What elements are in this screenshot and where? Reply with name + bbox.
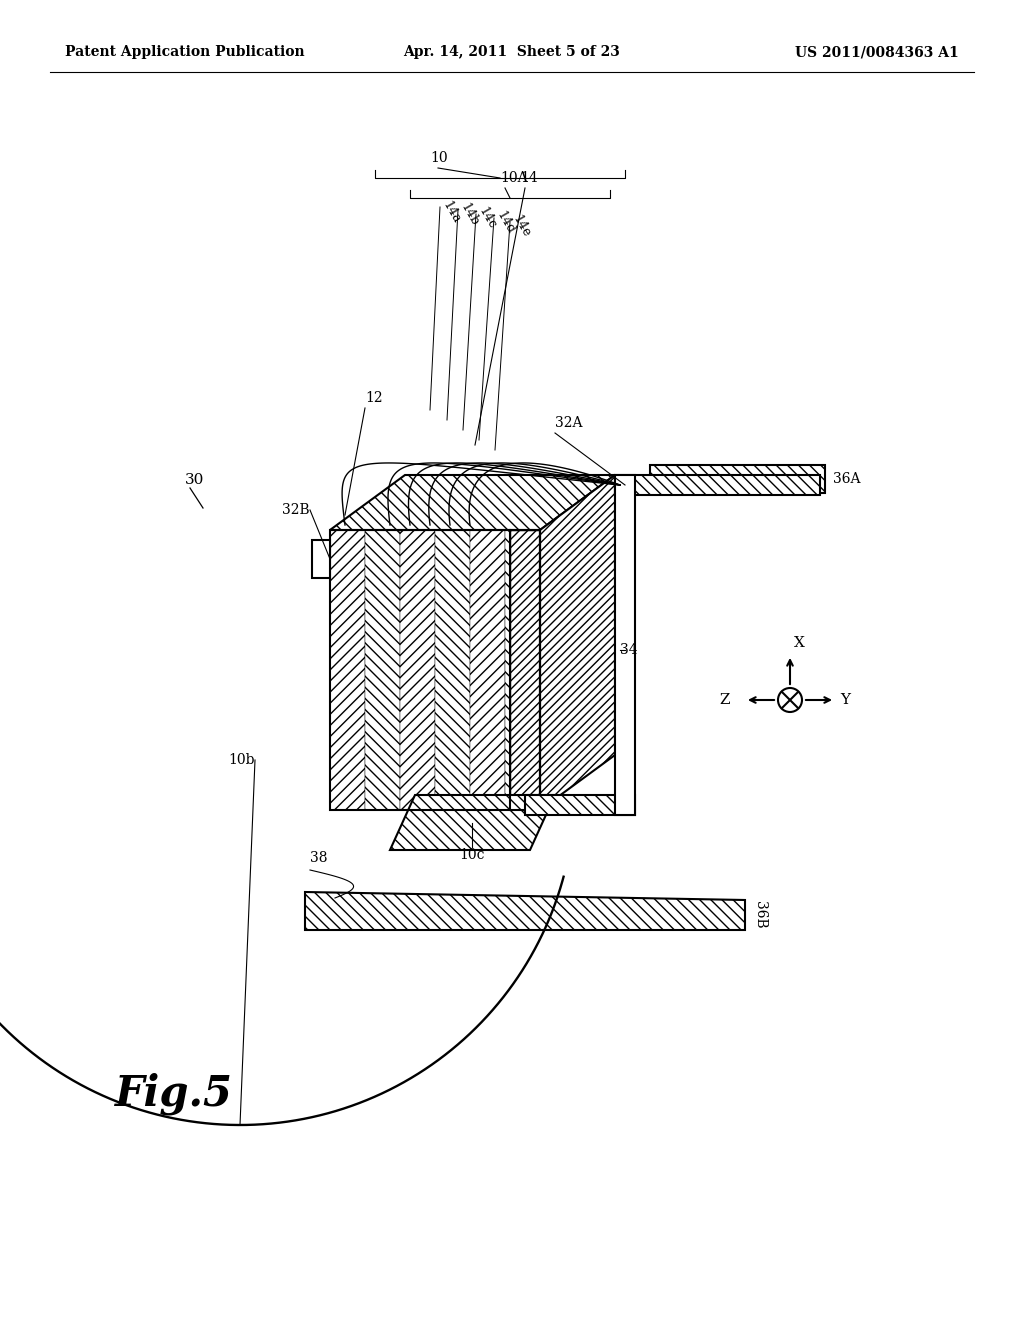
Bar bbox=[525, 795, 635, 814]
Bar bbox=[435, 531, 470, 810]
Polygon shape bbox=[305, 892, 745, 931]
Bar bbox=[650, 465, 825, 492]
Polygon shape bbox=[330, 475, 615, 531]
Bar bbox=[330, 531, 365, 810]
Polygon shape bbox=[540, 475, 615, 810]
Text: 10c: 10c bbox=[459, 847, 484, 862]
Bar bbox=[312, 540, 330, 578]
Polygon shape bbox=[390, 795, 555, 850]
Text: 36B: 36B bbox=[753, 902, 767, 929]
Text: 10b: 10b bbox=[228, 752, 255, 767]
Bar bbox=[615, 475, 635, 814]
Text: 38: 38 bbox=[310, 851, 328, 865]
Text: 36A: 36A bbox=[833, 473, 860, 486]
Text: 14: 14 bbox=[520, 172, 538, 185]
Text: Z: Z bbox=[720, 693, 730, 708]
Text: 14b: 14b bbox=[458, 202, 481, 228]
Text: 10A: 10A bbox=[500, 172, 527, 185]
Text: 14c: 14c bbox=[476, 206, 499, 232]
Text: Fig.5: Fig.5 bbox=[115, 1072, 233, 1115]
Bar bbox=[470, 531, 505, 810]
Text: 32A: 32A bbox=[555, 416, 583, 430]
Bar bbox=[615, 475, 820, 495]
Text: 14e: 14e bbox=[510, 214, 532, 240]
Text: 34: 34 bbox=[620, 643, 638, 657]
Text: 10: 10 bbox=[430, 150, 447, 165]
Text: X: X bbox=[794, 636, 805, 649]
Text: 14a: 14a bbox=[440, 198, 463, 226]
Bar bbox=[365, 531, 400, 810]
Text: US 2011/0084363 A1: US 2011/0084363 A1 bbox=[796, 45, 959, 59]
Bar bbox=[400, 531, 435, 810]
Text: 30: 30 bbox=[185, 473, 205, 487]
Text: 14d: 14d bbox=[494, 210, 517, 236]
Bar bbox=[505, 531, 540, 810]
Bar bbox=[510, 531, 540, 810]
Text: 12: 12 bbox=[365, 391, 383, 405]
Bar bbox=[330, 531, 540, 810]
Text: 32B: 32B bbox=[283, 503, 310, 517]
Text: Apr. 14, 2011  Sheet 5 of 23: Apr. 14, 2011 Sheet 5 of 23 bbox=[403, 45, 621, 59]
Text: Patent Application Publication: Patent Application Publication bbox=[65, 45, 304, 59]
Text: Y: Y bbox=[840, 693, 850, 708]
